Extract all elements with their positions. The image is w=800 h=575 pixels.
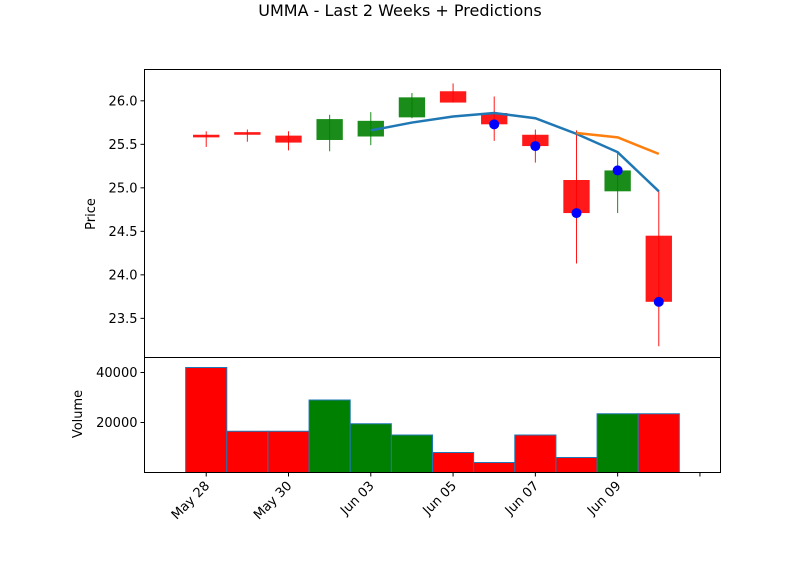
price-y-ticks: 23.5 24.0 24.5 25.0 25.5 26.0 xyxy=(109,94,145,327)
prediction-marker xyxy=(653,296,664,307)
prediction-marker xyxy=(489,119,500,130)
volume-bar xyxy=(267,430,310,473)
volume-bar xyxy=(555,457,598,473)
volume-bars xyxy=(185,367,680,473)
candle-body xyxy=(439,91,467,103)
price-lines xyxy=(370,111,660,193)
x-tick-label: Jun 09 xyxy=(584,479,624,519)
price-tick-label: 25.0 xyxy=(109,181,138,196)
candle-body xyxy=(563,180,590,214)
volume-tick-label: 20000 xyxy=(96,416,137,431)
price-tick-label: 24.5 xyxy=(109,225,138,240)
volume-bar xyxy=(185,367,228,473)
chart-title: UMMA - Last 2 Weeks + Predictions xyxy=(258,1,541,20)
price-tick-label: 25.5 xyxy=(109,138,138,153)
candle-body xyxy=(357,120,384,137)
prediction-line xyxy=(576,131,660,156)
volume-tick-label: 40000 xyxy=(96,366,137,381)
x-tick-label: May 28 xyxy=(169,479,213,523)
price-tick-label: 24.0 xyxy=(109,268,138,283)
price-candles xyxy=(193,83,672,347)
prediction-marker xyxy=(530,141,541,152)
x-tick-label: Jun 03 xyxy=(337,479,377,519)
candle-body xyxy=(604,170,631,192)
moving-average-line xyxy=(370,111,660,193)
x-tick-label: May 30 xyxy=(251,479,295,523)
candle-body xyxy=(275,135,302,143)
x-tick-label: Jun 05 xyxy=(420,479,460,519)
volume-bar xyxy=(473,462,516,473)
price-tick-label: 26.0 xyxy=(109,94,138,109)
x-axis-ticks: May 28 May 30 Jun 03 Jun 05 Jun 07 Jun 09 xyxy=(169,472,701,523)
prediction-marker xyxy=(571,208,582,219)
price-tick-label: 23.5 xyxy=(109,312,138,327)
candle-body xyxy=(234,132,261,135)
volume-bar xyxy=(390,434,434,473)
price-panel-frame xyxy=(144,69,721,358)
volume-bar xyxy=(308,399,351,473)
volume-bar xyxy=(596,413,639,473)
volume-bar xyxy=(349,423,392,473)
volume-y-ticks: 20000 40000 xyxy=(96,366,145,431)
candle-body xyxy=(645,235,672,302)
x-tick-label: Jun 07 xyxy=(502,479,542,519)
prediction-marker xyxy=(612,165,623,176)
volume-bar xyxy=(637,413,680,473)
candle-body xyxy=(316,119,343,140)
volume-bar xyxy=(226,430,269,473)
candle-body xyxy=(193,134,220,138)
volume-bar xyxy=(432,452,475,473)
candle-body xyxy=(522,134,549,147)
prediction-markers xyxy=(489,119,664,307)
price-axis-label: Price xyxy=(84,198,99,230)
volume-panel-frame xyxy=(144,357,721,473)
volume-axis-label: Volume xyxy=(71,390,86,438)
candle-body xyxy=(481,113,508,125)
candle-body xyxy=(398,97,426,118)
volume-bar xyxy=(514,434,557,473)
